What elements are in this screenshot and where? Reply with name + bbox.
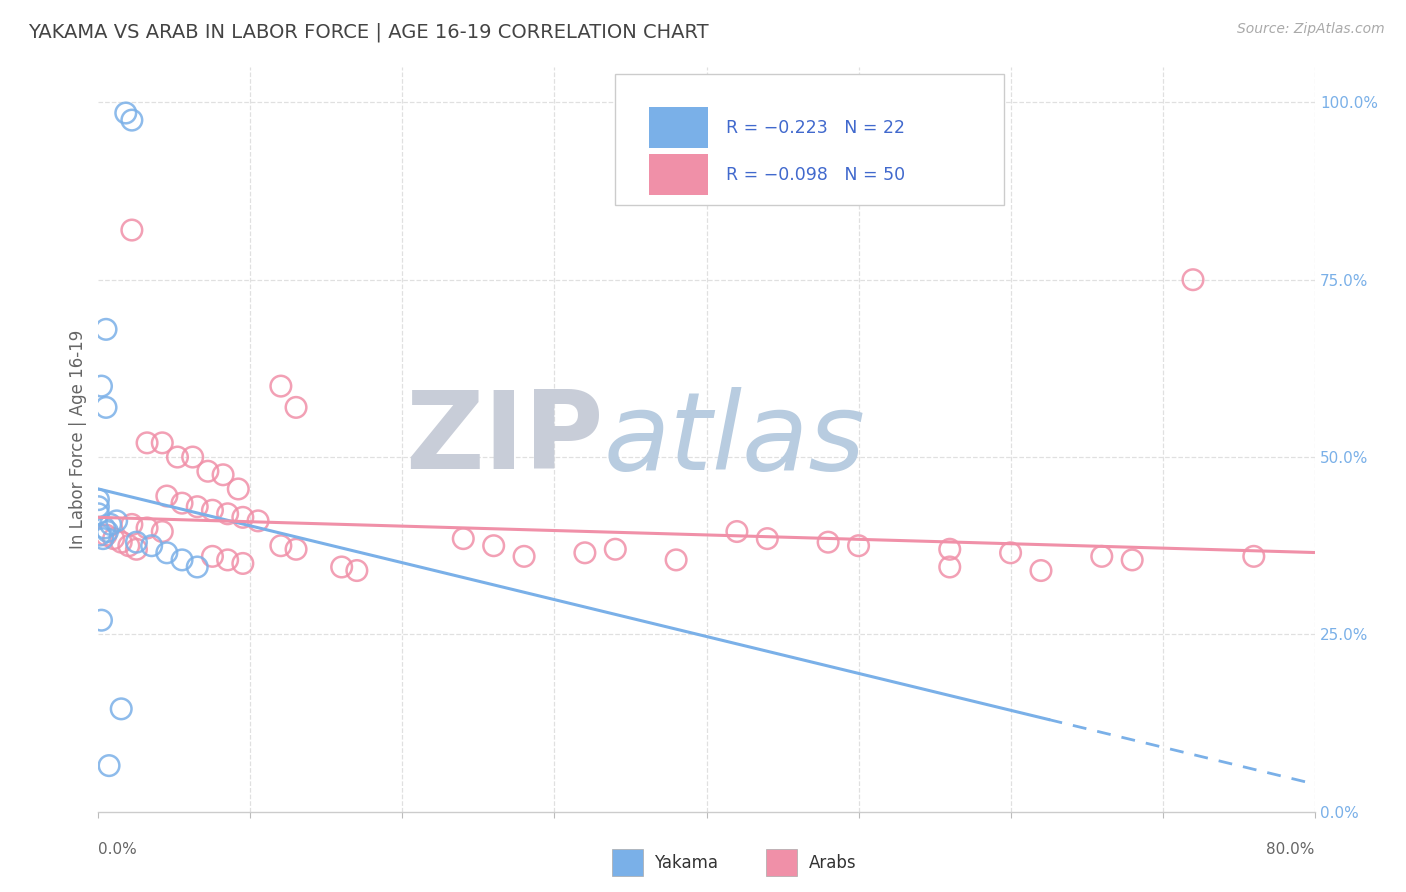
Y-axis label: In Labor Force | Age 16-19: In Labor Force | Age 16-19	[69, 330, 87, 549]
Point	[87, 500, 110, 514]
Point	[217, 553, 239, 567]
Point	[170, 496, 193, 510]
Point	[197, 464, 219, 478]
Point	[285, 542, 308, 557]
Text: Yakama: Yakama	[654, 854, 718, 871]
Point	[270, 379, 292, 393]
Point	[725, 524, 748, 539]
Point	[96, 524, 118, 539]
Point	[217, 507, 239, 521]
Point	[1243, 549, 1265, 564]
Point	[114, 106, 136, 120]
Point	[125, 542, 148, 557]
Point	[212, 467, 235, 482]
Point	[87, 492, 110, 507]
Point	[226, 482, 249, 496]
Point	[90, 613, 112, 627]
Text: Source: ZipAtlas.com: Source: ZipAtlas.com	[1237, 22, 1385, 37]
Point	[100, 517, 122, 532]
FancyBboxPatch shape	[650, 108, 707, 148]
Point	[87, 507, 110, 521]
Point	[91, 532, 114, 546]
Point	[136, 435, 159, 450]
Text: R = −0.098   N = 50: R = −0.098 N = 50	[725, 166, 905, 184]
Point	[136, 521, 159, 535]
Point	[121, 223, 143, 237]
Point	[98, 758, 121, 772]
Point	[201, 503, 224, 517]
Point	[665, 553, 688, 567]
Point	[817, 535, 839, 549]
Point	[1091, 549, 1114, 564]
Point	[181, 450, 204, 464]
Point	[156, 489, 179, 503]
Point	[574, 546, 596, 560]
Point	[121, 517, 143, 532]
Point	[1000, 546, 1022, 560]
Point	[110, 535, 132, 549]
Point	[90, 379, 112, 393]
Point	[125, 535, 148, 549]
Point	[103, 532, 125, 546]
Text: atlas: atlas	[603, 387, 865, 491]
Point	[756, 532, 779, 546]
Point	[186, 560, 208, 574]
Point	[605, 542, 627, 557]
Point	[156, 546, 179, 560]
Point	[110, 702, 132, 716]
Point	[150, 524, 173, 539]
Point	[94, 322, 117, 336]
Point	[94, 401, 117, 415]
Point	[513, 549, 536, 564]
Point	[186, 500, 208, 514]
Point	[94, 528, 117, 542]
Point	[166, 450, 188, 464]
Text: 0.0%: 0.0%	[98, 841, 138, 856]
Point	[939, 560, 962, 574]
Point	[201, 549, 224, 564]
Point	[346, 564, 368, 578]
Point	[170, 553, 193, 567]
Point	[330, 560, 353, 574]
Point	[848, 539, 870, 553]
Point	[141, 539, 163, 553]
Point	[270, 539, 292, 553]
Point	[121, 113, 143, 128]
FancyBboxPatch shape	[616, 74, 1004, 204]
Text: R = −0.223   N = 22: R = −0.223 N = 22	[725, 119, 905, 137]
Point	[89, 528, 111, 542]
Point	[247, 514, 270, 528]
FancyBboxPatch shape	[650, 154, 707, 195]
Point	[232, 557, 254, 571]
Point	[150, 435, 173, 450]
Text: 80.0%: 80.0%	[1267, 841, 1315, 856]
Point	[1182, 273, 1205, 287]
Point	[285, 401, 308, 415]
Point	[939, 542, 962, 557]
Text: YAKAMA VS ARAB IN LABOR FORCE | AGE 16-19 CORRELATION CHART: YAKAMA VS ARAB IN LABOR FORCE | AGE 16-1…	[28, 22, 709, 42]
Point	[1121, 553, 1143, 567]
Point	[105, 514, 128, 528]
Point	[93, 521, 115, 535]
Text: Arabs: Arabs	[808, 854, 856, 871]
Text: ZIP: ZIP	[405, 386, 603, 492]
Point	[232, 510, 254, 524]
Point	[118, 539, 141, 553]
Point	[1029, 564, 1052, 578]
Point	[453, 532, 475, 546]
Point	[482, 539, 505, 553]
